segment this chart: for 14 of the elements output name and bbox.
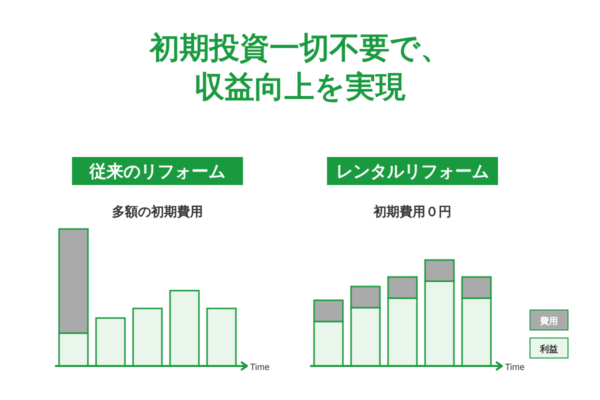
chart-title: レンタルリフォーム [336, 162, 489, 181]
bar [313, 300, 344, 322]
bar [424, 259, 455, 282]
bar [461, 276, 492, 299]
x-axis-title: Time [250, 362, 270, 372]
chart-title: 従来のリフォーム [88, 162, 226, 181]
chart-subtitle: 多額の初期費用 [112, 204, 203, 219]
x-axis-title: Time [505, 362, 525, 372]
legend: 費用 利益 [530, 310, 568, 358]
bar [387, 276, 418, 299]
chart-subtitle: 初期費用０円 [372, 204, 452, 219]
text: 収益向上を実現 [194, 70, 406, 104]
text: 初期投資一切不要で、 [148, 31, 450, 65]
bar [350, 286, 381, 308]
